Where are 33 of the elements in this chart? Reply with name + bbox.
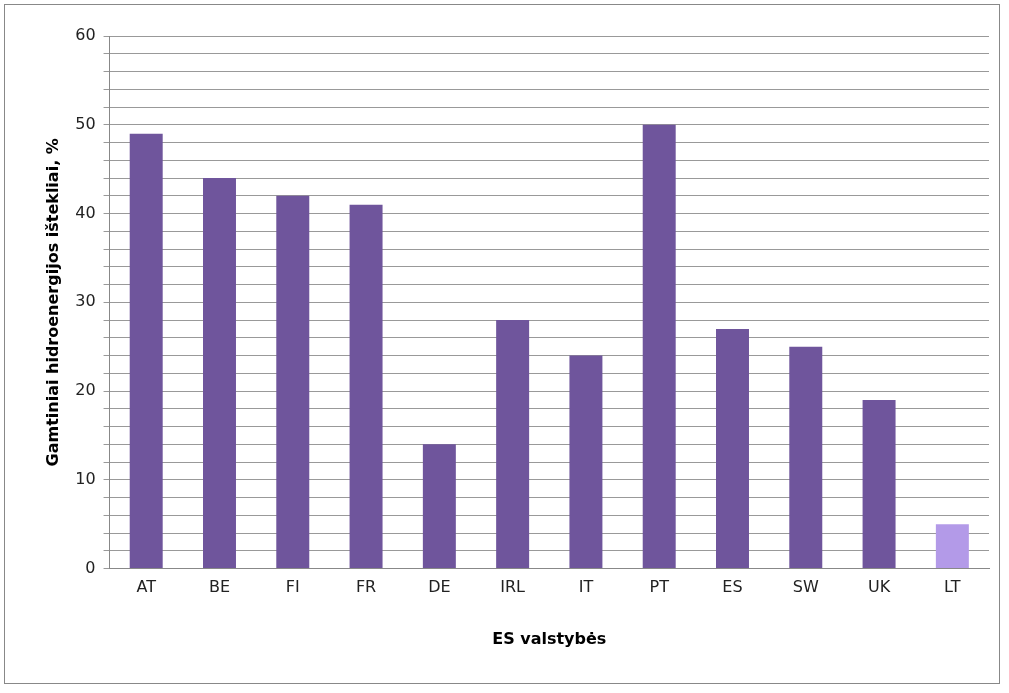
bar	[203, 178, 236, 569]
bar	[569, 355, 603, 569]
bar	[935, 524, 969, 569]
bar	[789, 346, 823, 569]
bar	[349, 204, 383, 569]
y-axis-title: Gamtiniai hidroenergijos ištekliai, %	[42, 138, 62, 467]
x-tick-label: PT	[649, 577, 670, 597]
y-tick-label: 50	[75, 113, 96, 133]
x-tick-label: FR	[355, 577, 377, 597]
x-tick-label: ES	[722, 577, 743, 597]
x-tick-label: IRL	[500, 577, 526, 597]
y-tick-label: 60	[75, 25, 96, 45]
bar	[129, 133, 163, 569]
bar	[716, 328, 749, 569]
y-tick-label: 30	[75, 291, 96, 311]
x-tick-label: UK	[867, 577, 891, 597]
bar	[642, 124, 676, 569]
bar	[422, 444, 456, 569]
x-tick-label: DE	[428, 577, 451, 597]
x-tick-label: SW	[792, 577, 819, 597]
y-tick-label: 0	[85, 557, 96, 577]
bar	[862, 399, 896, 569]
x-tick-label: AT	[136, 577, 157, 597]
bar	[276, 195, 310, 569]
x-tick-label: FI	[285, 577, 300, 597]
y-tick-label: 40	[75, 202, 96, 222]
y-tick-label: 20	[75, 380, 96, 400]
x-tick-label: BE	[208, 577, 231, 597]
bar	[496, 320, 530, 569]
x-axis-title: ES valstybės	[492, 628, 607, 648]
x-tick-label: IT	[578, 577, 594, 597]
x-tick-label: LT	[944, 577, 961, 597]
y-tick-label: 10	[75, 468, 96, 488]
